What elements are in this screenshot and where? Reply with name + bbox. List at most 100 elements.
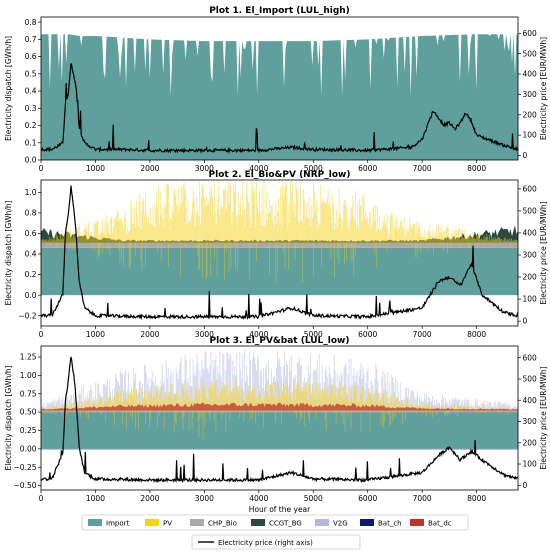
y-tick-label: 1.0 (25, 188, 37, 197)
series-price (41, 185, 518, 321)
y-tick-label: 0.4 (25, 250, 37, 259)
x-axis-label: Hour of the year (249, 505, 311, 514)
legend-label-import: Import (106, 520, 129, 528)
y2-tick-label: 600 (523, 353, 538, 362)
x-tick-label: 1000 (86, 330, 105, 339)
legend-price-box (191, 534, 361, 550)
y-tick-label: 0.25 (20, 426, 37, 435)
x-tick-label: 0 (39, 330, 44, 339)
legend-swatch-bat-dc (410, 519, 424, 526)
x-tick-label: 6000 (358, 164, 377, 173)
y-tick-label: 0.2 (25, 270, 37, 279)
legend-label-ccgt-bg: CCGT_BG (269, 520, 302, 528)
plot-area (41, 34, 518, 160)
y2-tick-label: 200 (523, 438, 538, 447)
legend-price: Electricity price (right axis) (191, 534, 361, 550)
y-tick-label: 0.7 (25, 35, 37, 44)
series-price (41, 356, 518, 484)
series-bat-dc (41, 402, 518, 411)
y-tick-label: 0.3 (25, 104, 37, 113)
plot-1: Plot 1. El_Import (LUL_high) 0.0 0.1 0.2 0.3… (4, 6, 548, 173)
x-tick-label: 6000 (358, 330, 377, 339)
y-axis-label: Electricity dispatch [GWh/h] (4, 36, 13, 141)
y-tick-label: 0.6 (25, 229, 37, 238)
y-tick-label: 0.4 (25, 87, 37, 96)
plot-title: Plot 3. El_PV&bat (LUL_low) (210, 336, 350, 346)
x-tick-label: 6000 (358, 494, 377, 503)
series-import (41, 412, 518, 449)
y2-tick-label: 400 (523, 396, 538, 405)
y2-tick-label: 300 (523, 90, 538, 99)
x-tick-label: 8000 (467, 494, 486, 503)
y-tick-label: 0.8 (25, 18, 37, 27)
legend-swatch-v2g (315, 519, 329, 526)
x-tick-label: 7000 (413, 330, 432, 339)
y-tick-label: −0.2 (18, 311, 36, 320)
x-tick-label: 0 (39, 494, 44, 503)
x-tick-label: 3000 (195, 494, 214, 503)
y-axis-label: Electricity dispatch [GWh/h] (4, 365, 13, 470)
x-tick-label: 5000 (304, 494, 323, 503)
x-tick-label: 4000 (249, 330, 268, 339)
y-tick-label: 1.25 (20, 353, 37, 362)
x-tick-label: 1000 (86, 164, 105, 173)
y-tick-label: −0.50 (14, 481, 37, 490)
legend-box (81, 514, 469, 531)
legend-swatch-bat-ch (360, 519, 374, 526)
legend-swatch-import (88, 519, 102, 526)
plot-2: Plot 2. El_Bio&PV (NRP_low) −0.2 0.0 0.2 0.4… (4, 170, 548, 339)
series-chp-bio (41, 410, 518, 413)
y2-tick-label: 0 (523, 151, 528, 160)
y2-tick-label: 100 (523, 460, 538, 469)
legend: Import PV CHP_Bio CCGT_BG V2G Bat_ch Bat_dc (81, 514, 469, 531)
y-tick-label: 0.0 (25, 156, 37, 165)
x-tick-label: 7000 (413, 164, 432, 173)
series-import (41, 34, 518, 160)
legend-label-bat-ch: Bat_ch (378, 520, 402, 528)
y-tick-label: 0.5 (25, 69, 37, 78)
x-tick-label: 5000 (304, 330, 323, 339)
y-tick-label: −0.25 (14, 463, 37, 472)
series-price (41, 63, 518, 154)
y-tick-label: 0.0 (25, 291, 37, 300)
series-pv (41, 180, 518, 283)
y-tick-label: 0.1 (25, 138, 37, 147)
plot-area (41, 180, 518, 321)
legend-label-pv: PV (163, 520, 172, 528)
y2-tick-label: 300 (523, 251, 538, 260)
plot-3: Plot 3. El_PV&bat (LUL_low) −0.50 −0.25 0.0… (4, 336, 548, 514)
x-tick-label: 0 (39, 164, 44, 173)
legend-label-v2g: V2G (333, 520, 348, 528)
x-tick-label: 1000 (86, 494, 105, 503)
plot-title: Plot 2. El_Bio&PV (NRP_low) (209, 170, 351, 180)
x-tick-label: 3000 (195, 330, 214, 339)
y2-tick-label: 500 (523, 49, 538, 58)
y2-tick-label: 0 (523, 481, 528, 490)
x-tick-label: 2000 (140, 164, 159, 173)
x-tick-label: 8000 (467, 330, 486, 339)
x-tick-label: 2000 (140, 494, 159, 503)
y2-tick-label: 400 (523, 229, 538, 238)
y-tick-label: 0.2 (25, 121, 37, 130)
plot-frame (40, 179, 519, 327)
y2-axis-label: Electricity price [EUR/MWh] (539, 201, 548, 304)
series-import (41, 247, 518, 296)
y-axis-label: Electricity dispatch [GWh/h] (4, 200, 13, 305)
y2-tick-label: 600 (523, 184, 538, 193)
y2-tick-label: 400 (523, 70, 538, 79)
x-tick-label: 2000 (140, 330, 159, 339)
y-tick-label: 0.75 (20, 389, 37, 398)
plot-title: Plot 1. El_Import (LUL_high) (209, 6, 350, 16)
y-tick-label: 0.50 (20, 408, 37, 417)
y2-tick-label: 300 (523, 417, 538, 426)
y-tick-label: 0.8 (25, 209, 37, 218)
legend-swatch-chp-bio (190, 519, 204, 526)
y2-tick-label: 200 (523, 273, 538, 282)
plot-frame (40, 345, 519, 491)
y2-tick-label: 100 (523, 295, 538, 304)
y2-tick-label: 500 (523, 206, 538, 215)
x-tick-label: 7000 (413, 494, 432, 503)
y2-tick-label: 100 (523, 131, 538, 140)
series-chp-bio (41, 242, 518, 248)
